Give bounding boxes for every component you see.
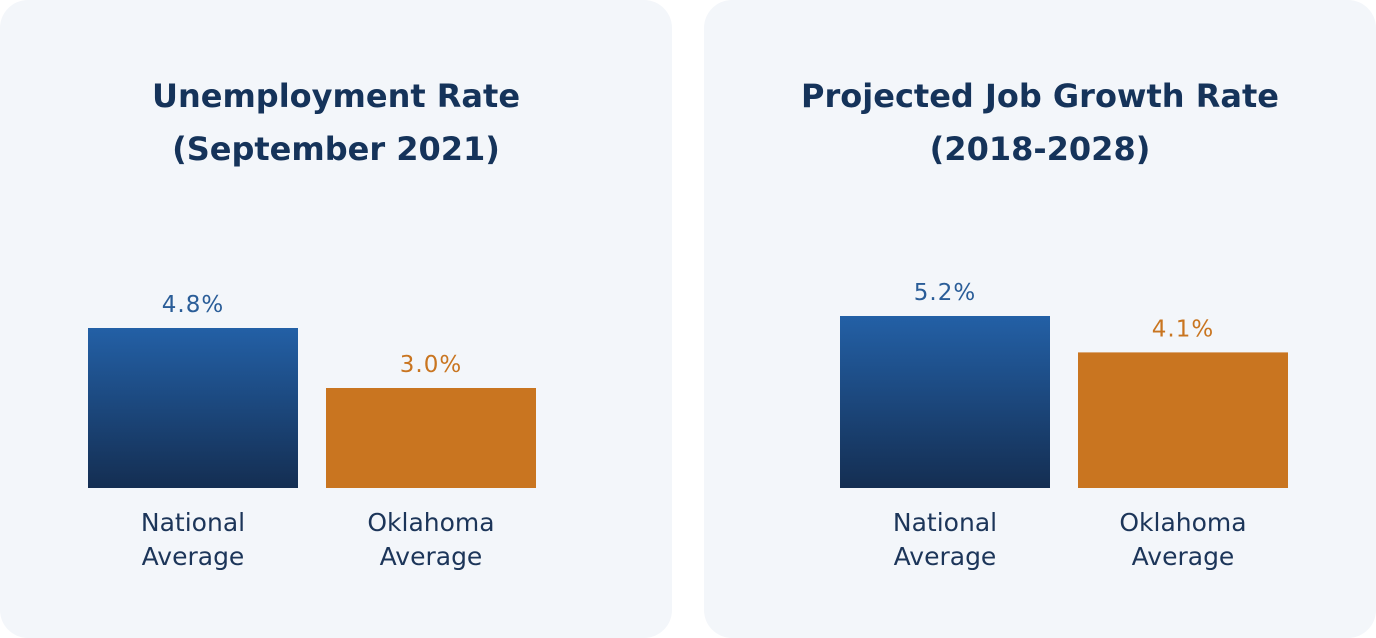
category-label-oklahoma-line-1: Oklahoma	[367, 508, 494, 537]
category-label-oklahoma-line-2: Average	[1132, 542, 1235, 571]
category-label-national-line-1: National	[893, 508, 997, 537]
value-label-national: 4.8%	[162, 292, 224, 318]
chart-title-line-2: (2018-2028)	[929, 130, 1151, 168]
bar-oklahoma-average	[326, 388, 536, 488]
job-growth-chart-panel: Projected Job Growth Rate (2018-2028) 5.…	[704, 0, 1376, 638]
value-label-oklahoma: 4.1%	[1152, 316, 1214, 342]
chart-title: Unemployment Rate (September 2021)	[0, 70, 672, 176]
category-label-national-line-2: Average	[142, 542, 245, 571]
category-label-oklahoma-line-2: Average	[380, 542, 483, 571]
category-label-national-line-2: Average	[894, 542, 997, 571]
job-growth-bar-chart: 5.2% National Average 4.1% Oklahoma Average	[840, 280, 1288, 571]
value-label-oklahoma: 3.0%	[400, 352, 462, 378]
chart-title-line-1: Projected Job Growth Rate	[801, 77, 1279, 115]
chart-title-line-2: (September 2021)	[172, 130, 500, 168]
chart-title: Projected Job Growth Rate (2018-2028)	[704, 70, 1376, 176]
category-label-oklahoma-line-1: Oklahoma	[1119, 508, 1246, 537]
value-label-national: 5.2%	[914, 280, 976, 306]
bar-national-average	[840, 316, 1050, 488]
category-label-national-line-1: National	[141, 508, 245, 537]
chart-title-line-1: Unemployment Rate	[151, 77, 521, 115]
unemployment-bar-chart: 4.8% National Average 3.0% Oklahoma Average	[88, 292, 536, 571]
bar-national-average	[88, 328, 298, 488]
bar-oklahoma-average	[1078, 352, 1288, 488]
unemployment-chart-panel: Unemployment Rate (September 2021) 4.8% N…	[0, 0, 672, 638]
